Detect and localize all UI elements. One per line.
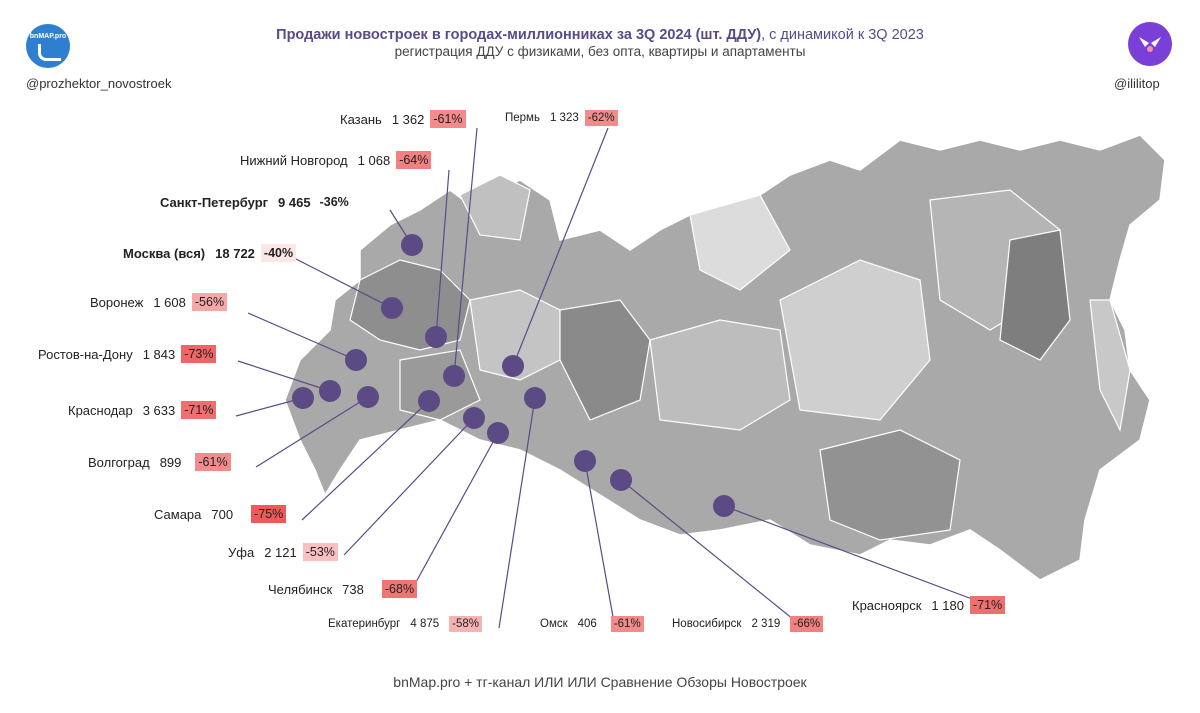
- change-badge: -64%: [396, 151, 432, 169]
- label-ufa: Уфа 2 121 -53%: [228, 543, 338, 561]
- change-badge: -75%: [251, 505, 287, 523]
- marker-krasnodar[interactable]: [292, 387, 314, 409]
- label-samara: Самара 700 -75%: [154, 505, 287, 523]
- city-name: Москва (вся): [123, 245, 206, 261]
- bnmap-logo-text: bnMAP.pro: [29, 33, 67, 40]
- label-volgograd: Волгоград 899 -61%: [88, 453, 231, 471]
- marker-rostov[interactable]: [319, 380, 341, 402]
- bnmap-logo: bnMAP.pro: [26, 24, 70, 68]
- marker-nizhny-novgorod[interactable]: [443, 365, 465, 387]
- city-value: 700: [211, 506, 234, 522]
- right-handle: @ililitop: [1114, 76, 1160, 91]
- marker-krasnoyarsk[interactable]: [713, 495, 735, 517]
- city-value: 9 465: [278, 194, 311, 210]
- change-badge: -61%: [430, 110, 466, 128]
- city-value: 4 875: [410, 618, 440, 630]
- footer-source: bnMap.pro + тг-канал ИЛИ ИЛИ Сравнение О…: [393, 674, 807, 690]
- city-name: Нижний Новгород: [240, 152, 348, 168]
- city-value: 3 633: [142, 402, 176, 418]
- change-badge: -61%: [195, 453, 231, 471]
- change-badge: -71%: [969, 596, 1006, 614]
- label-rostov: Ростов-на-Дону 1 843 -73%: [38, 345, 217, 363]
- marker-perm[interactable]: [502, 355, 524, 377]
- change-badge: -53%: [302, 543, 338, 561]
- city-value: 1 843: [142, 346, 176, 362]
- marker-saint-petersburg[interactable]: [401, 234, 423, 256]
- marker-ekaterinburg[interactable]: [524, 387, 546, 409]
- city-value: 899: [159, 454, 182, 470]
- marker-samara[interactable]: [418, 390, 440, 412]
- city-name: Уфа: [228, 544, 255, 560]
- city-value: 1 068: [357, 152, 391, 168]
- change-badge: -62%: [584, 110, 618, 126]
- page-subtitle: регистрация ДДУ с физиками, без опта, кв…: [394, 44, 806, 59]
- city-name: Ростов-на-Дону: [38, 346, 133, 362]
- title-bold: Продажи новостроек в городах-миллионника…: [276, 27, 762, 43]
- city-name: Красноярск: [852, 597, 922, 613]
- label-nizhny-novgorod: Нижний Новгород 1 068 -64%: [240, 151, 432, 169]
- change-badge: -73%: [181, 345, 217, 363]
- city-name: Омск: [540, 618, 568, 630]
- change-badge: -40%: [260, 244, 297, 262]
- city-name: Волгоград: [88, 454, 150, 470]
- city-value: 1 362: [391, 111, 425, 127]
- change-badge: -58%: [449, 616, 482, 632]
- change-badge: -56%: [191, 293, 228, 311]
- change-badge: -71%: [181, 401, 217, 419]
- label-novosibirsk: Новосибирск 2 319 -66%: [672, 616, 824, 632]
- city-value: 18 722: [215, 245, 255, 261]
- city-name: Челябинск: [268, 581, 333, 597]
- city-name: Екатеринбург: [328, 618, 401, 630]
- page-title: Продажи новостроек в городах-миллионника…: [0, 26, 1200, 45]
- leader-lines: [235, 127, 989, 629]
- left-handle: @prozhektor_novostroek: [26, 76, 172, 91]
- label-chelyabinsk: Челябинск 738 -68%: [268, 580, 418, 598]
- marker-omsk[interactable]: [574, 450, 596, 472]
- marker-voronezh[interactable]: [345, 349, 367, 371]
- city-markers: [292, 234, 735, 517]
- label-krasnoyarsk: Красноярск 1 180 -71%: [852, 596, 1006, 614]
- marker-kazan[interactable]: [425, 326, 447, 348]
- city-value: 1 180: [931, 597, 964, 613]
- label-krasnodar: Краснодар 3 633 -71%: [68, 401, 217, 419]
- city-name: Новосибирск: [672, 618, 742, 630]
- marker-ufa[interactable]: [463, 407, 485, 429]
- label-saint-petersburg: Санкт-Петербург 9 465 -36%: [160, 193, 352, 211]
- city-name: Санкт-Петербург: [160, 194, 269, 210]
- label-kazan: Казань 1 362 -61%: [340, 110, 466, 128]
- change-badge: -61%: [610, 616, 644, 632]
- city-name: Пермь: [505, 112, 540, 124]
- marker-novosibirsk[interactable]: [610, 469, 632, 491]
- label-ekaterinburg: Екатеринбург 4 875 -58%: [328, 616, 482, 632]
- label-voronezh: Воронеж 1 608 -56%: [90, 293, 228, 311]
- city-value: 738: [342, 581, 364, 597]
- label-perm: Пермь 1 323 -62%: [505, 110, 618, 126]
- city-value: 406: [577, 618, 597, 630]
- city-value: 2 319: [751, 618, 781, 630]
- change-badge: -36%: [316, 193, 352, 211]
- marker-volgograd[interactable]: [357, 386, 379, 408]
- city-name: Воронеж: [90, 294, 144, 310]
- title-rest: , с динамикой к 3Q 2023: [761, 27, 924, 43]
- marker-moscow[interactable]: [381, 297, 403, 319]
- city-name: Казань: [340, 111, 382, 127]
- marker-chelyabinsk[interactable]: [487, 422, 509, 444]
- ililitop-logo: [1128, 22, 1172, 66]
- city-value: 1 608: [153, 294, 186, 310]
- change-badge: -68%: [381, 580, 418, 598]
- city-value: 1 323: [549, 112, 579, 124]
- label-moscow: Москва (вся) 18 722 -40%: [123, 244, 297, 262]
- change-badge: -66%: [790, 616, 824, 632]
- city-value: 2 121: [264, 544, 297, 560]
- label-omsk: Омск 406 -61%: [540, 616, 644, 632]
- city-name: Краснодар: [68, 402, 133, 418]
- city-name: Самара: [154, 506, 202, 522]
